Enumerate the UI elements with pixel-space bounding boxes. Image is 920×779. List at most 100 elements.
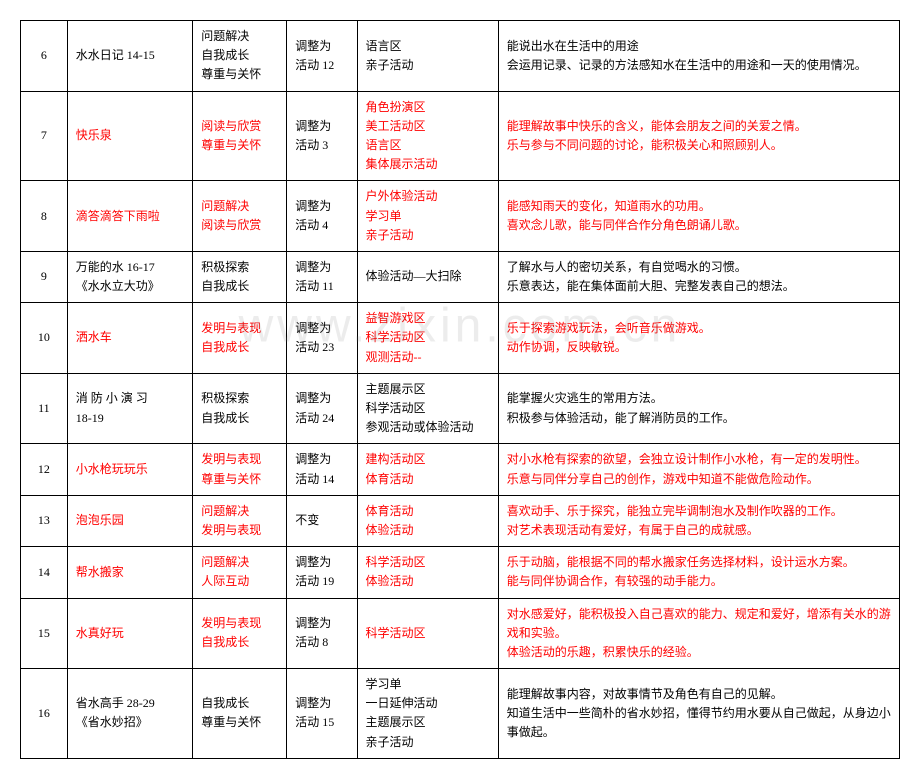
area-cell: 户外体验活动学习单亲子活动 xyxy=(357,181,498,252)
category-line: 自我成长 xyxy=(201,411,249,425)
area-cell: 体育活动体验活动 xyxy=(357,495,498,546)
row-number: 15 xyxy=(21,598,68,669)
area-cell: 科学活动区 xyxy=(357,598,498,669)
area-line: 体育活动 xyxy=(366,504,414,518)
activity-title: 水真好玩 xyxy=(67,598,192,669)
area-line: 参观活动或体验活动 xyxy=(366,420,474,434)
adjustment-line: 调整为 xyxy=(295,39,331,53)
category-line: 积极探索 xyxy=(201,391,249,405)
adjustment-line: 调整为 xyxy=(295,391,331,405)
table-row: 13泡泡乐园问题解决发明与表现不变体育活动体验活动喜欢动手、乐于探究，能独立完毕… xyxy=(21,495,900,546)
category-cell: 问题解决发明与表现 xyxy=(193,495,287,546)
area-line: 体验活动 xyxy=(366,574,414,588)
area-line: 科学活动区 xyxy=(366,626,426,640)
category-line: 阅读与欣赏 xyxy=(201,119,261,133)
activity-title: 滴答滴答下雨啦 xyxy=(67,181,192,252)
adjustment-line: 调整为 xyxy=(295,321,331,335)
table-row: 9万能的水 16-17《水水立大功》积极探索自我成长调整为活动 11体验活动—大… xyxy=(21,251,900,302)
category-line: 问题解决 xyxy=(201,199,249,213)
area-cell: 学习单一日延伸活动主题展示区亲子活动 xyxy=(357,669,498,759)
category-line: 尊重与关怀 xyxy=(201,138,261,152)
description-line: 积极参与体验活动，能了解消防员的工作。 xyxy=(507,411,735,425)
area-line: 科学活动区 xyxy=(366,401,426,415)
description-line: 能与同伴协调合作，有较强的动手能力。 xyxy=(507,574,723,588)
activity-title: 洒水车 xyxy=(67,303,192,374)
row-number: 11 xyxy=(21,373,68,444)
row-number: 7 xyxy=(21,91,68,181)
area-line: 观测活动-- xyxy=(366,350,422,364)
area-line: 一日延伸活动 xyxy=(366,696,438,710)
adjustment-cell: 调整为活动 15 xyxy=(287,669,357,759)
table-row: 12小水枪玩玩乐发明与表现尊重与关怀调整为活动 14建构活动区体育活动对小水枪有… xyxy=(21,444,900,495)
row-number: 12 xyxy=(21,444,68,495)
description-line: 对水感爱好，能积极投入自己喜欢的能力、规定和爱好，增添有关水的游戏和实验。 xyxy=(507,607,891,640)
category-line: 问题解决 xyxy=(201,29,249,43)
adjustment-line: 调整为 xyxy=(295,555,331,569)
adjustment-line: 调整为 xyxy=(295,696,331,710)
description-cell: 对水感爱好，能积极投入自己喜欢的能力、规定和爱好，增添有关水的游戏和实验。体验活… xyxy=(498,598,899,669)
activity-title: 快乐泉 xyxy=(67,91,192,181)
description-line: 乐意表达，能在集体面前大胆、完整发表自己的想法。 xyxy=(507,279,795,293)
description-cell: 能理解故事中快乐的含义，能体会朋友之间的关爱之情。乐与参与不同问题的讨论，能积极… xyxy=(498,91,899,181)
description-line: 乐与参与不同问题的讨论，能积极关心和照顾别人。 xyxy=(507,138,783,152)
description-cell: 能掌握火灾逃生的常用方法。积极参与体验活动，能了解消防员的工作。 xyxy=(498,373,899,444)
category-line: 发明与表现 xyxy=(201,616,261,630)
area-cell: 体验活动—大扫除 xyxy=(357,251,498,302)
table-row: 15水真好玩发明与表现自我成长调整为活动 8科学活动区对水感爱好，能积极投入自己… xyxy=(21,598,900,669)
category-line: 自我成长 xyxy=(201,279,249,293)
category-line: 人际互动 xyxy=(201,574,249,588)
adjustment-line: 活动 14 xyxy=(295,472,334,486)
adjustment-line: 活动 11 xyxy=(295,279,334,293)
table-row: 7快乐泉阅读与欣赏尊重与关怀调整为活动 3角色扮演区美工活动区语言区集体展示活动… xyxy=(21,91,900,181)
adjustment-cell: 调整为活动 4 xyxy=(287,181,357,252)
description-line: 知道生活中一些简朴的省水妙招，懂得节约用水要从自己做起，从身边小事做起。 xyxy=(507,706,891,739)
category-cell: 阅读与欣赏尊重与关怀 xyxy=(193,91,287,181)
category-line: 发明与表现 xyxy=(201,321,261,335)
area-line: 亲子活动 xyxy=(366,228,414,242)
activity-title: 帮水搬家 xyxy=(67,547,192,598)
category-line: 尊重与关怀 xyxy=(201,715,261,729)
area-line: 亲子活动 xyxy=(366,58,414,72)
adjustment-line: 活动 24 xyxy=(295,411,334,425)
area-line: 语言区 xyxy=(366,39,402,53)
category-cell: 积极探索自我成长 xyxy=(193,373,287,444)
description-line: 能理解故事内容，对故事情节及角色有自己的见解。 xyxy=(507,687,783,701)
category-cell: 发明与表现尊重与关怀 xyxy=(193,444,287,495)
category-line: 自我成长 xyxy=(201,48,249,62)
area-line: 体验活动 xyxy=(366,523,414,537)
description-cell: 能感知雨天的变化，知道雨水的功用。喜欢念儿歌，能与同伴合作分角色朗诵儿歌。 xyxy=(498,181,899,252)
area-line: 学习单 xyxy=(366,209,402,223)
area-line: 美工活动区 xyxy=(366,119,426,133)
area-cell: 语言区亲子活动 xyxy=(357,21,498,92)
row-number: 14 xyxy=(21,547,68,598)
area-line: 益智游戏区 xyxy=(366,311,426,325)
area-line: 学习单 xyxy=(366,677,402,691)
area-line: 集体展示活动 xyxy=(366,157,438,171)
adjustment-line: 活动 8 xyxy=(295,635,328,649)
category-line: 问题解决 xyxy=(201,504,249,518)
description-line: 乐于动脑，能根据不同的帮水搬家任务选择材料，设计运水方案。 xyxy=(507,555,855,569)
row-number: 16 xyxy=(21,669,68,759)
category-line: 积极探索 xyxy=(201,260,249,274)
table-row: 6水水日记 14-15问题解决自我成长尊重与关怀调整为活动 12语言区亲子活动能… xyxy=(21,21,900,92)
category-line: 发明与表现 xyxy=(201,452,261,466)
adjustment-cell: 调整为活动 8 xyxy=(287,598,357,669)
category-line: 自我成长 xyxy=(201,635,249,649)
activity-title: 省水高手 28-29《省水妙招》 xyxy=(67,669,192,759)
adjustment-line: 活动 3 xyxy=(295,138,328,152)
category-line: 自我成长 xyxy=(201,696,249,710)
adjustment-line: 活动 4 xyxy=(295,218,328,232)
area-line: 主题展示区 xyxy=(366,715,426,729)
description-cell: 能说出水在生活中的用途会运用记录、记录的方法感知水在生活中的用途和一天的使用情况… xyxy=(498,21,899,92)
category-line: 问题解决 xyxy=(201,555,249,569)
description-line: 喜欢念儿歌，能与同伴合作分角色朗诵儿歌。 xyxy=(507,218,747,232)
description-line: 乐于探索游戏玩法，会听音乐做游戏。 xyxy=(507,321,711,335)
adjustment-line: 活动 19 xyxy=(295,574,334,588)
activity-title: 泡泡乐园 xyxy=(67,495,192,546)
table-row: 16省水高手 28-29《省水妙招》自我成长尊重与关怀 调整为活动 15 学习单一日… xyxy=(21,669,900,759)
category-cell: 发明与表现自我成长 xyxy=(193,598,287,669)
adjustment-cell: 调整为活动 24 xyxy=(287,373,357,444)
category-cell: 问题解决人际互动 xyxy=(193,547,287,598)
description-line: 对小水枪有探索的欲望，会独立设计制作小水枪，有一定的发明性。 xyxy=(507,452,867,466)
table-row: 11消 防 小 演 习18-19积极探索自我成长调整为活动 24主题展示区科学活… xyxy=(21,373,900,444)
